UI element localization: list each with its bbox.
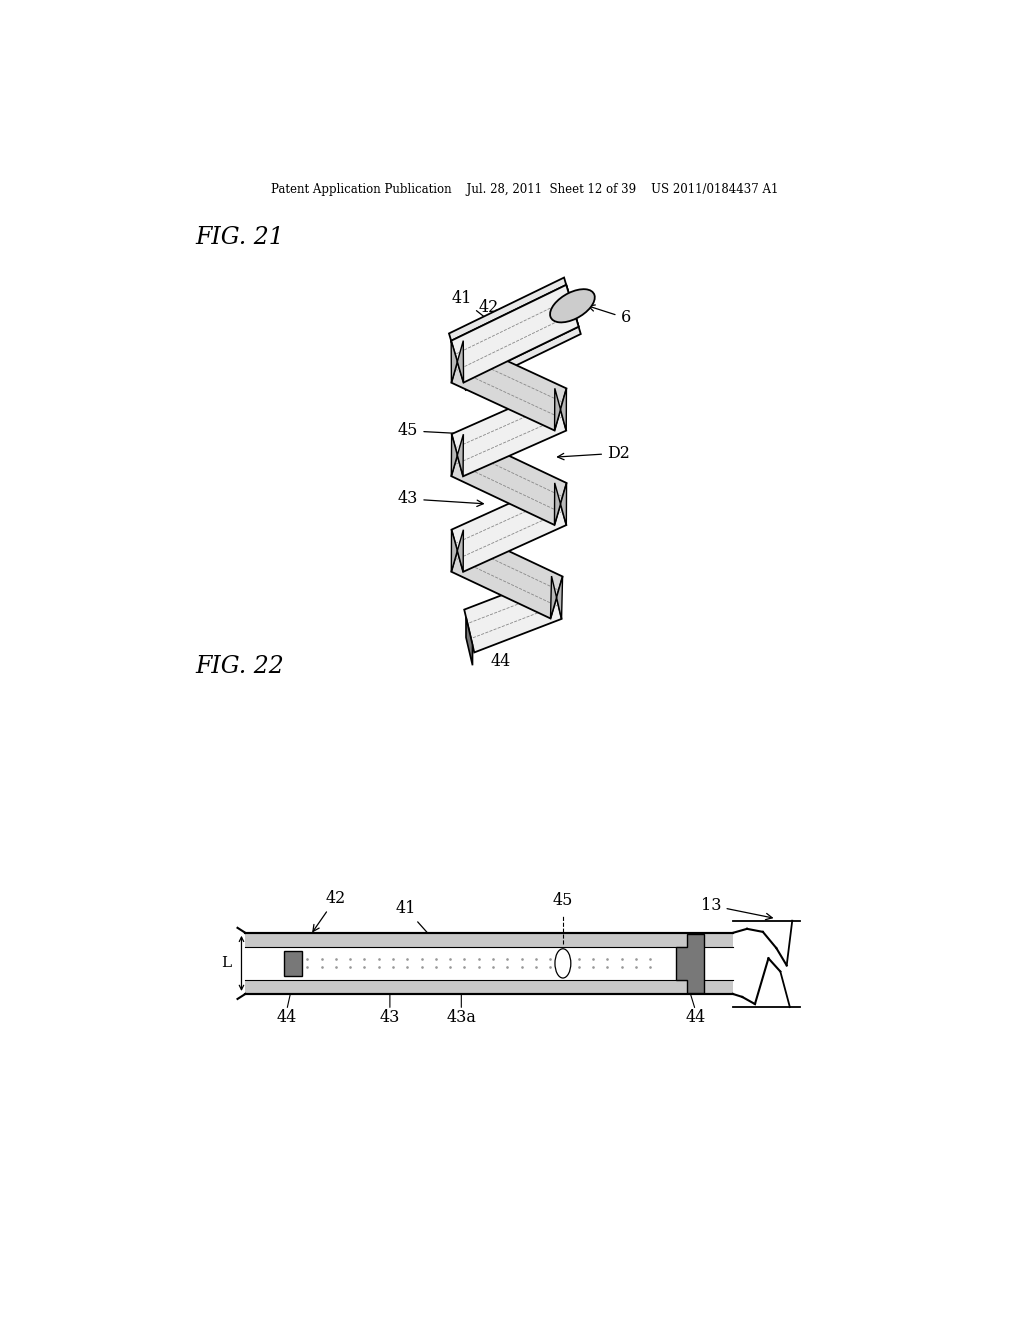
Polygon shape: [246, 933, 733, 948]
Text: L: L: [221, 957, 231, 970]
Text: 45: 45: [553, 891, 573, 908]
Polygon shape: [246, 979, 733, 994]
Polygon shape: [452, 285, 579, 383]
Text: 41: 41: [395, 900, 435, 941]
Polygon shape: [452, 285, 579, 383]
Text: FIG. 22: FIG. 22: [196, 655, 285, 678]
Polygon shape: [554, 483, 566, 525]
Text: 45: 45: [398, 422, 501, 440]
Text: D2: D2: [557, 445, 630, 462]
Polygon shape: [676, 935, 705, 993]
Polygon shape: [452, 341, 464, 383]
Polygon shape: [452, 529, 562, 619]
Bar: [285, 952, 302, 975]
Polygon shape: [452, 434, 566, 525]
Text: 42: 42: [313, 890, 346, 932]
Text: Patent Application Publication    Jul. 28, 2011  Sheet 12 of 39    US 2011/01844: Patent Application Publication Jul. 28, …: [271, 183, 778, 195]
Text: 41: 41: [452, 290, 502, 330]
Polygon shape: [555, 388, 566, 430]
Text: 6: 6: [589, 305, 631, 326]
Text: 42: 42: [479, 300, 522, 321]
Polygon shape: [466, 618, 472, 665]
Polygon shape: [551, 576, 562, 619]
Ellipse shape: [555, 949, 570, 978]
Polygon shape: [452, 483, 566, 572]
Polygon shape: [452, 388, 566, 477]
Polygon shape: [452, 341, 566, 430]
Text: FIG. 21: FIG. 21: [196, 226, 285, 249]
Text: 43a: 43a: [446, 1008, 476, 1026]
Text: 43: 43: [398, 491, 483, 507]
Polygon shape: [452, 529, 464, 572]
Text: 13: 13: [701, 898, 772, 920]
Ellipse shape: [550, 289, 595, 322]
Text: 44: 44: [276, 1008, 297, 1026]
Text: 44: 44: [490, 653, 511, 671]
Polygon shape: [464, 576, 561, 652]
Polygon shape: [449, 277, 581, 389]
Polygon shape: [452, 434, 464, 477]
Text: 44: 44: [685, 1008, 706, 1026]
Text: 43: 43: [380, 1008, 400, 1026]
